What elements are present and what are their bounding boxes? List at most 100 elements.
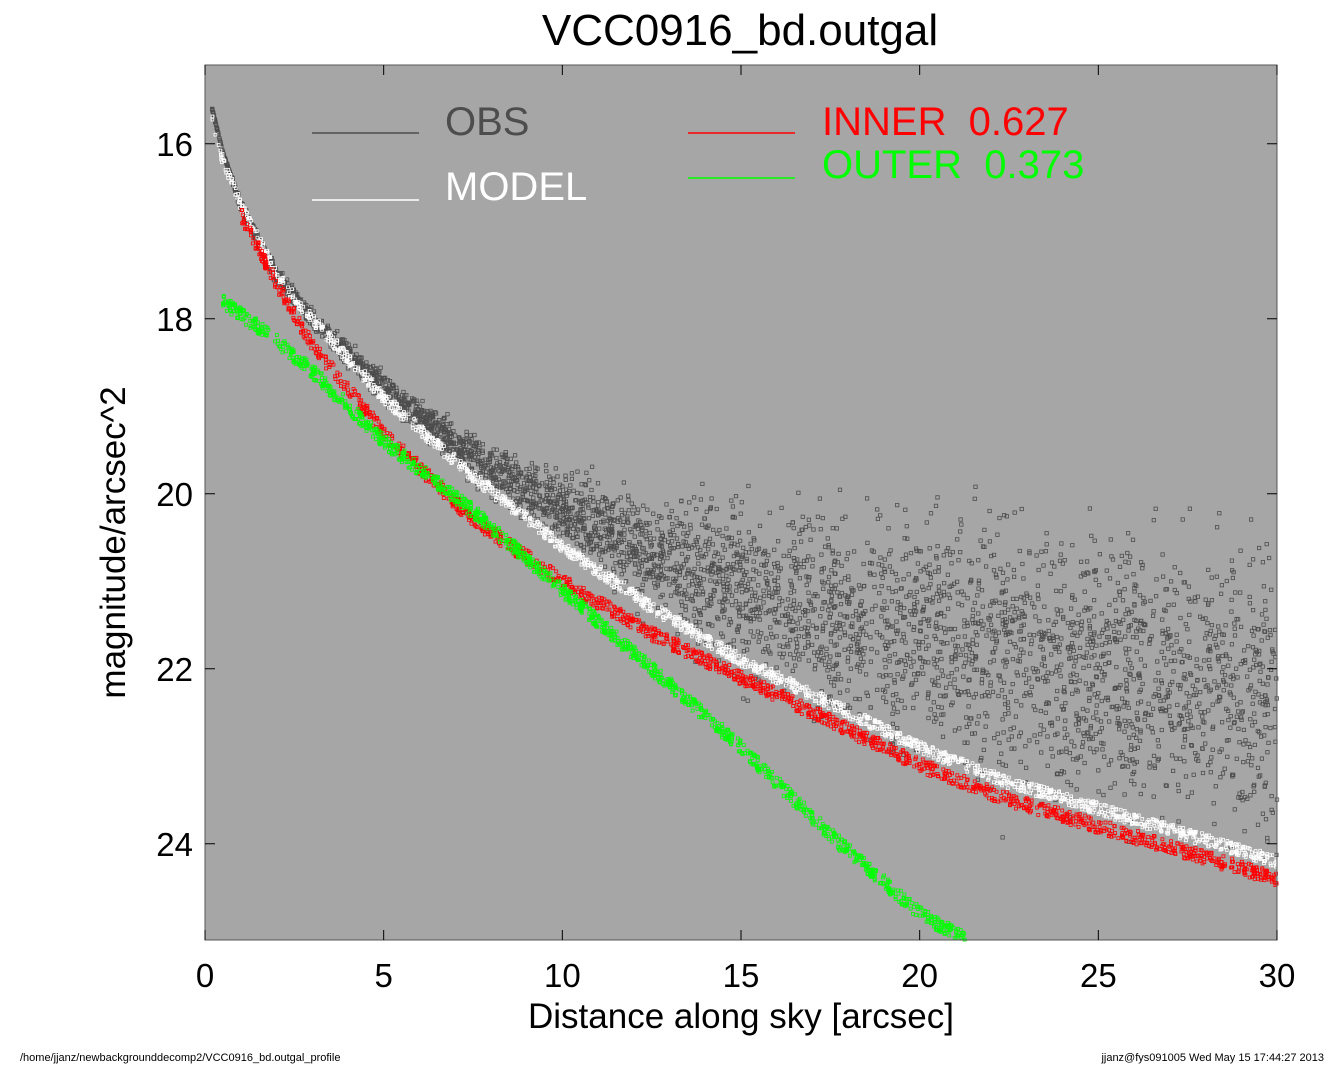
- obs-point: [671, 576, 676, 581]
- obs-point: [1049, 671, 1054, 676]
- obs-point: [1209, 755, 1214, 760]
- obs-point: [993, 633, 998, 638]
- obs-point: [1049, 746, 1054, 751]
- obs-point: [1057, 649, 1062, 655]
- obs-point: [1131, 572, 1136, 577]
- obs-point: [1017, 548, 1022, 554]
- obs-point: [709, 596, 714, 602]
- obs-point: [876, 562, 881, 567]
- obs-point: [893, 571, 899, 577]
- obs-point: [1121, 704, 1126, 709]
- obs-point: [1248, 793, 1253, 798]
- obs-point: [1050, 633, 1055, 638]
- obs-point: [551, 480, 556, 485]
- obs-point: [745, 581, 751, 587]
- obs-point: [1171, 768, 1176, 774]
- obs-point: [1147, 765, 1152, 770]
- obs-point: [901, 674, 906, 679]
- obs-point: [966, 704, 971, 709]
- obs-point: [1223, 623, 1228, 628]
- obs-point: [908, 656, 913, 661]
- obs-point: [1053, 732, 1058, 738]
- obs-point: [692, 574, 697, 579]
- obs-point: [737, 614, 742, 619]
- obs-point: [967, 677, 972, 682]
- obs-point: [960, 647, 965, 652]
- obs-point: [972, 667, 977, 673]
- obs-point: [1073, 722, 1079, 727]
- obs-point: [583, 483, 589, 488]
- obs-point: [693, 591, 699, 597]
- obs-point: [845, 659, 850, 664]
- obs-point: [913, 677, 919, 683]
- chart-title: VCC0916_bd.outgal: [541, 6, 939, 55]
- obs-point: [956, 634, 961, 639]
- obs-point: [1193, 599, 1198, 604]
- obs-point: [685, 596, 690, 602]
- obs-point: [1000, 570, 1006, 575]
- obs-point: [1077, 678, 1082, 683]
- obs-point: [759, 562, 764, 567]
- obs-point: [784, 606, 789, 611]
- obs-point: [940, 673, 946, 678]
- obs-point: [1200, 616, 1205, 622]
- obs-point: [804, 558, 809, 563]
- obs-point: [958, 529, 963, 534]
- obs-point: [873, 603, 878, 608]
- obs-point: [999, 610, 1004, 615]
- obs-point: [696, 561, 701, 566]
- obs-point: [1039, 637, 1044, 642]
- obs-point: [1057, 558, 1063, 563]
- plot-area: [205, 65, 1277, 940]
- obs-point: [878, 513, 883, 518]
- obs-point: [1261, 584, 1266, 589]
- obs-point: [1262, 629, 1267, 634]
- obs-point: [874, 630, 879, 635]
- obs-point: [686, 583, 691, 588]
- obs-point: [761, 600, 766, 605]
- obs-point: [1032, 733, 1037, 738]
- obs-point: [1195, 594, 1200, 599]
- obs-point: [1074, 711, 1079, 716]
- obs-point: [818, 614, 823, 619]
- obs-point: [619, 572, 624, 577]
- obs-point: [895, 578, 900, 583]
- obs-point: [1254, 662, 1259, 668]
- obs-point: [1260, 811, 1265, 816]
- obs-point: [733, 599, 739, 604]
- obs-point: [696, 592, 701, 597]
- obs-point: [1217, 511, 1222, 516]
- obs-point: [839, 677, 844, 682]
- obs-point: [955, 590, 960, 595]
- obs-point: [1171, 650, 1176, 655]
- obs-point: [575, 527, 580, 532]
- obs-point: [1109, 758, 1114, 763]
- obs-point: [1245, 759, 1250, 764]
- obs-point: [1155, 738, 1160, 743]
- obs-point: [988, 613, 993, 618]
- obs-point: [936, 565, 941, 570]
- obs-point: [967, 646, 973, 652]
- obs-point: [675, 632, 680, 637]
- obs-point: [741, 696, 746, 701]
- obs-point: [663, 602, 668, 608]
- obs-point: [575, 490, 580, 496]
- obs-point: [667, 582, 672, 587]
- obs-point: [914, 691, 919, 697]
- obs-point: [1178, 615, 1183, 621]
- obs-point: [748, 598, 753, 603]
- obs-point: [605, 541, 610, 546]
- obs-point: [668, 593, 674, 598]
- obs-point: [1198, 614, 1203, 619]
- obs-point: [1124, 651, 1129, 656]
- obs-point: [1041, 563, 1046, 568]
- obs-point: [1006, 562, 1011, 567]
- obs-point: [991, 568, 997, 573]
- obs-point: [1087, 506, 1092, 511]
- obs-point: [826, 574, 832, 580]
- obs-point: [1247, 667, 1252, 672]
- obs-point: [849, 649, 854, 655]
- obs-point: [1089, 533, 1094, 539]
- obs-point: [978, 758, 983, 763]
